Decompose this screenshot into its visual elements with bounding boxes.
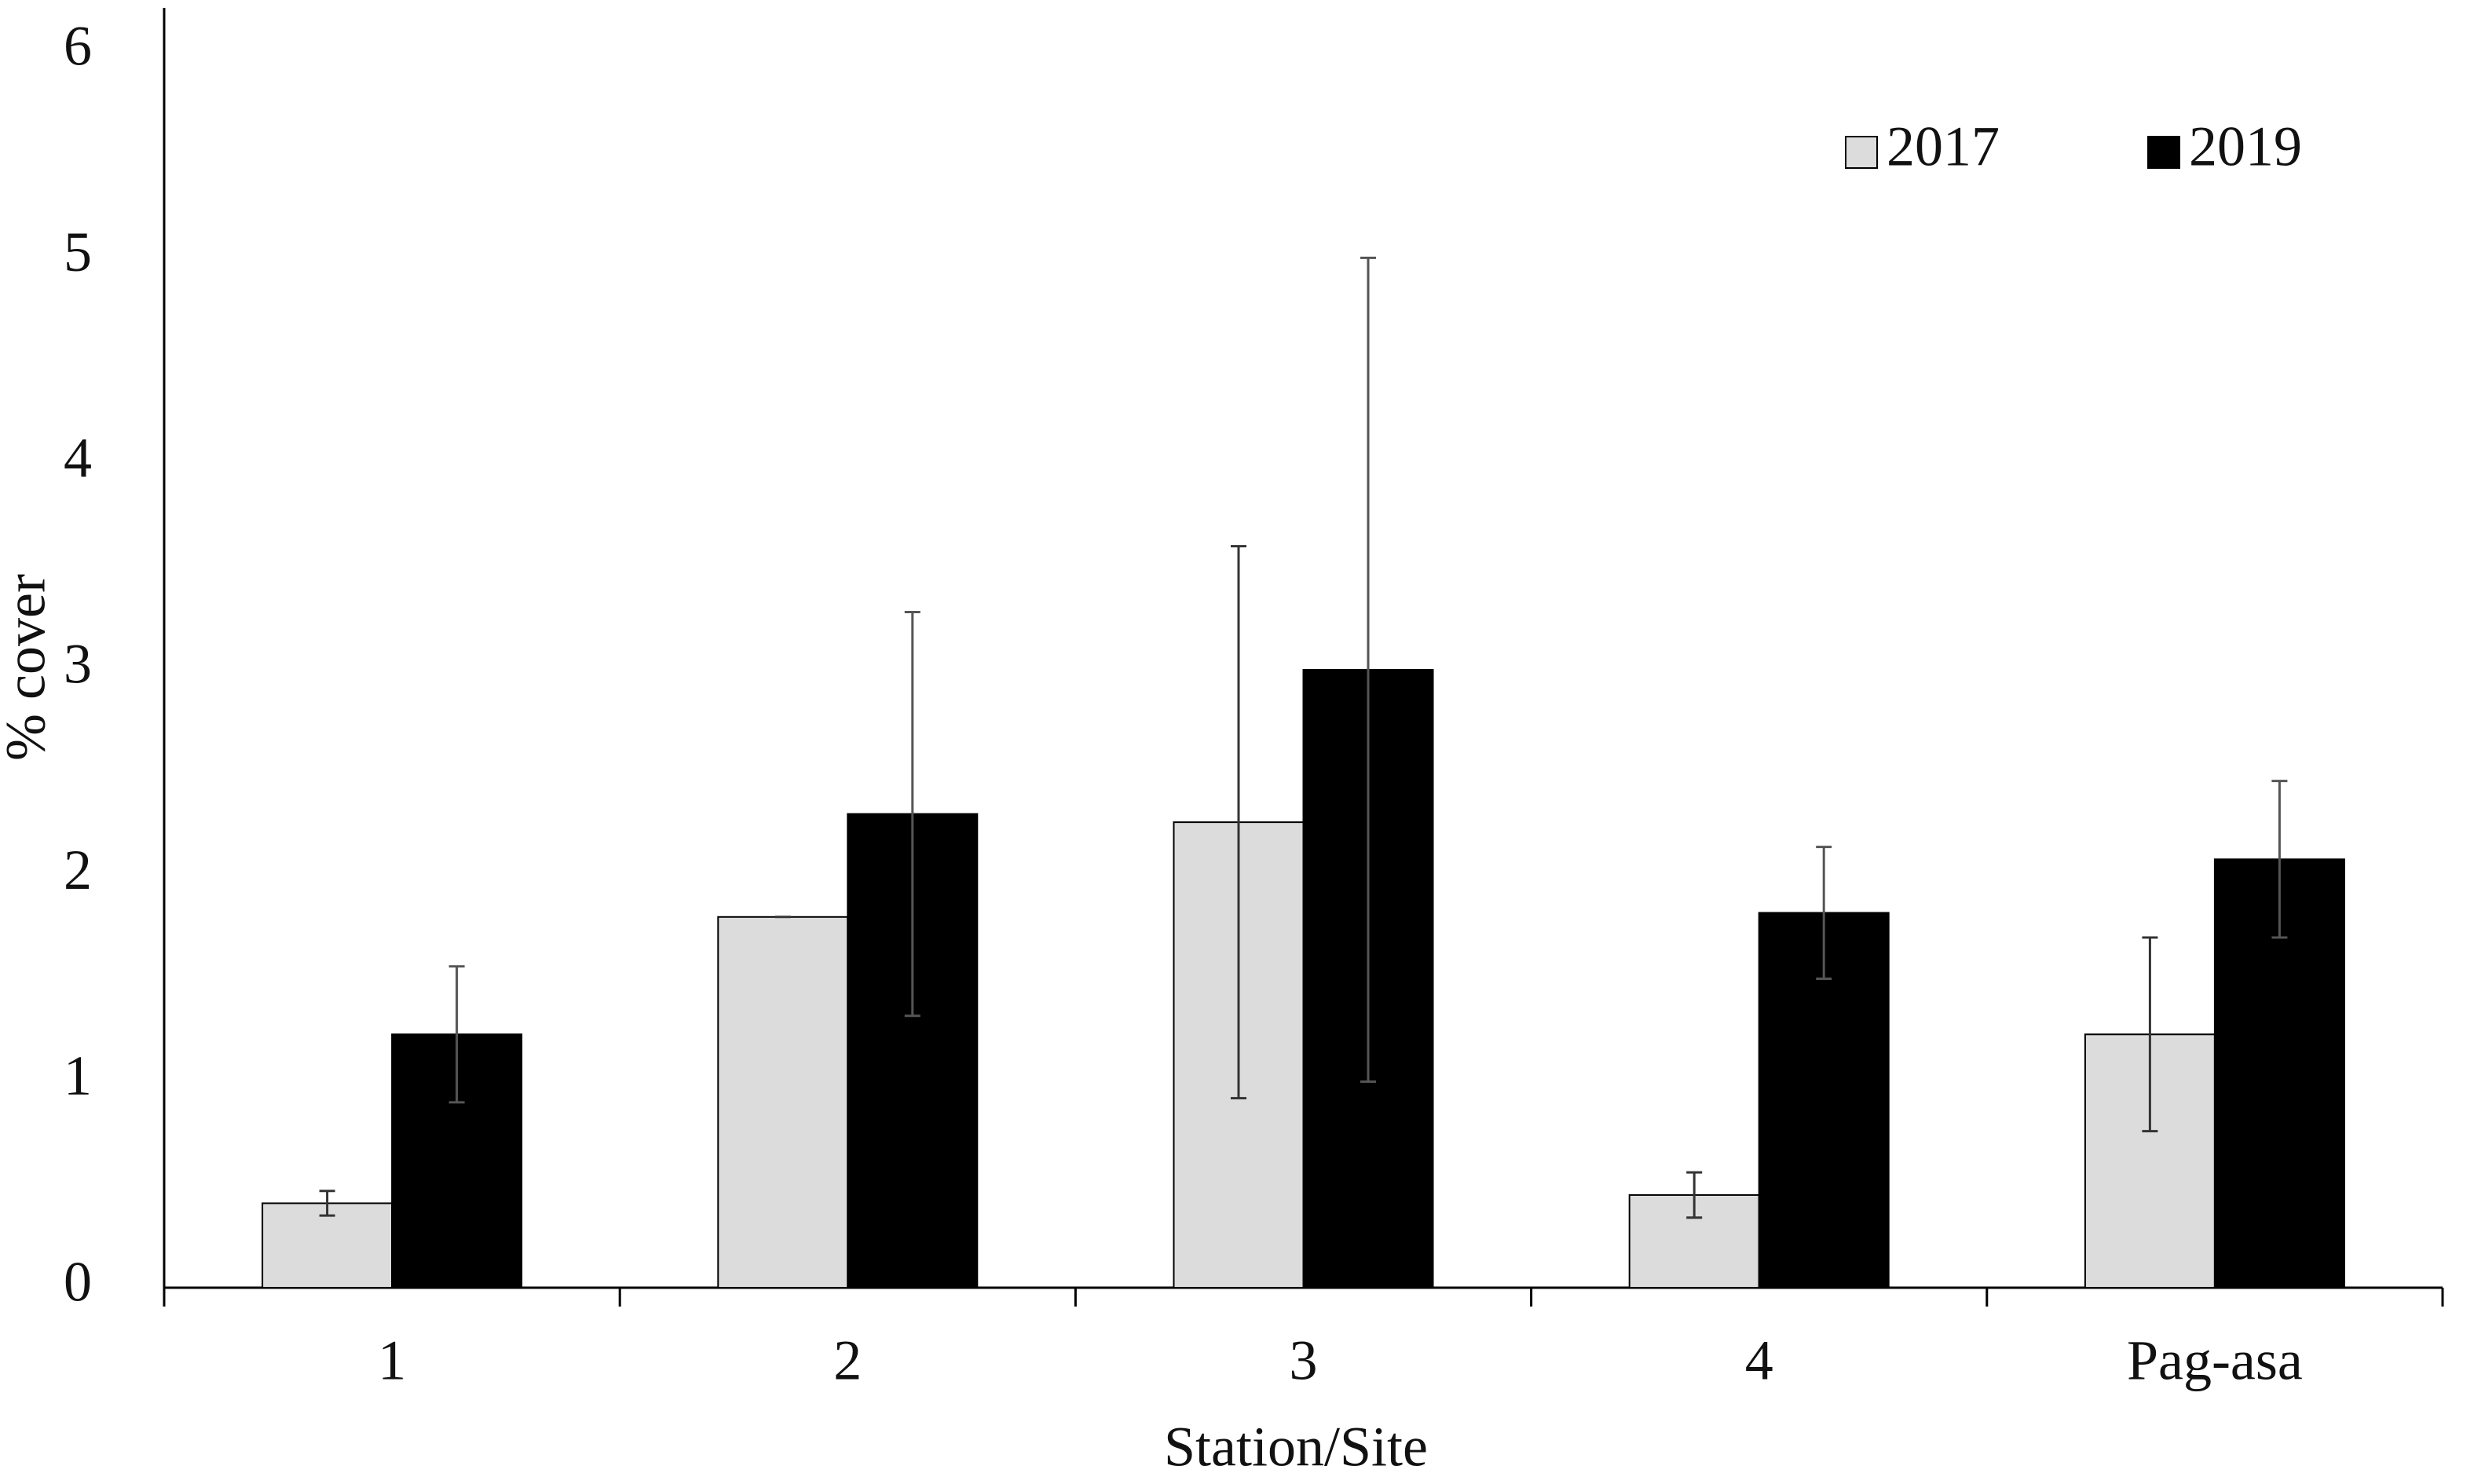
y-tick-label: 4 — [64, 426, 92, 489]
legend-label: 2019 — [2189, 115, 2302, 178]
y-tick-label: 3 — [64, 633, 92, 696]
x-tick-label: 3 — [1290, 1329, 1318, 1392]
bar — [262, 1202, 393, 1289]
error-bar — [2271, 780, 2288, 939]
x-tick-label: 2 — [833, 1329, 862, 1392]
legend-label: 2017 — [1887, 115, 2000, 178]
x-tick-label: Pag-asa — [2127, 1329, 2303, 1392]
error-bar — [1360, 256, 1376, 1084]
error-bar — [448, 965, 465, 1104]
x-tick-label: 4 — [1745, 1329, 1773, 1392]
legend-swatch — [2147, 136, 2180, 169]
error-bar — [1231, 545, 1246, 1100]
error-bar — [1686, 1171, 1703, 1219]
error-bar — [1816, 846, 1832, 980]
error-bar — [319, 1190, 335, 1217]
y-tick-label: 0 — [64, 1251, 92, 1314]
x-tick-label: 1 — [378, 1329, 406, 1392]
legend-swatch — [1845, 136, 1878, 169]
bar — [717, 916, 849, 1289]
y-tick-label: 2 — [64, 839, 92, 901]
y-tick-label: 6 — [64, 15, 92, 78]
error-bar — [2142, 936, 2158, 1133]
error-bar — [904, 611, 920, 1018]
y-tick-label: 1 — [64, 1044, 92, 1107]
y-tick-label: 5 — [64, 221, 92, 283]
x-axis-title: Station/Site — [1164, 1416, 1428, 1479]
y-axis-title: % cover — [0, 574, 57, 761]
